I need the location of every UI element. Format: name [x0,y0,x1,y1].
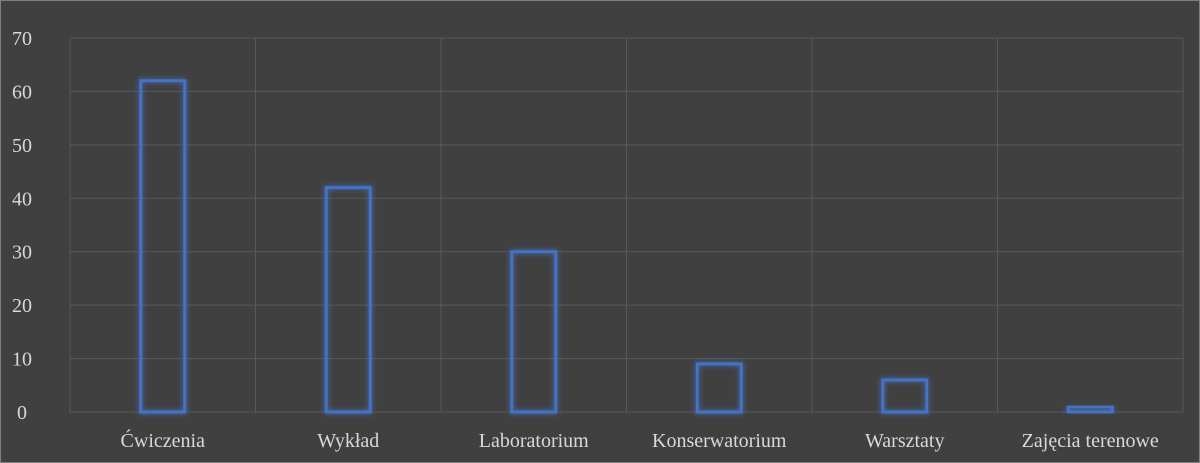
bar-2 [510,250,558,414]
bar-3 [695,362,743,414]
bar-0 [139,79,187,414]
x-tick-label-2: Laboratorium [479,430,589,452]
y-tick-label-30: 30 [12,242,32,264]
bars [139,79,1114,414]
gridlines [69,37,1184,413]
x-tick-label-4: Warsztaty [865,430,944,452]
y-tick-label-10: 10 [12,349,32,371]
y-tick-label-20: 20 [12,295,32,317]
y-tick-label-0: 0 [17,402,27,424]
x-tick-label-0: Ćwiczenia [121,428,206,452]
y-axis-tick-labels: 0 10 20 30 40 50 60 70 [12,28,32,424]
y-tick-label-50: 50 [12,135,32,157]
bar-4 [881,378,929,414]
x-tick-label-1: Wykład [317,430,379,452]
bar-1 [324,186,372,414]
x-axis-tick-labels: Ćwiczenia Wykład Laboratorium Konserwatoriu… [121,428,1159,452]
y-tick-label-70: 70 [12,28,32,50]
y-tick-label-40: 40 [12,188,32,210]
x-tick-label-5: Zajęcia terenowe [1022,430,1159,452]
x-tick-label-3: Konserwatorium [652,430,787,452]
bar-5 [1066,405,1114,414]
y-tick-label-60: 60 [12,81,32,103]
